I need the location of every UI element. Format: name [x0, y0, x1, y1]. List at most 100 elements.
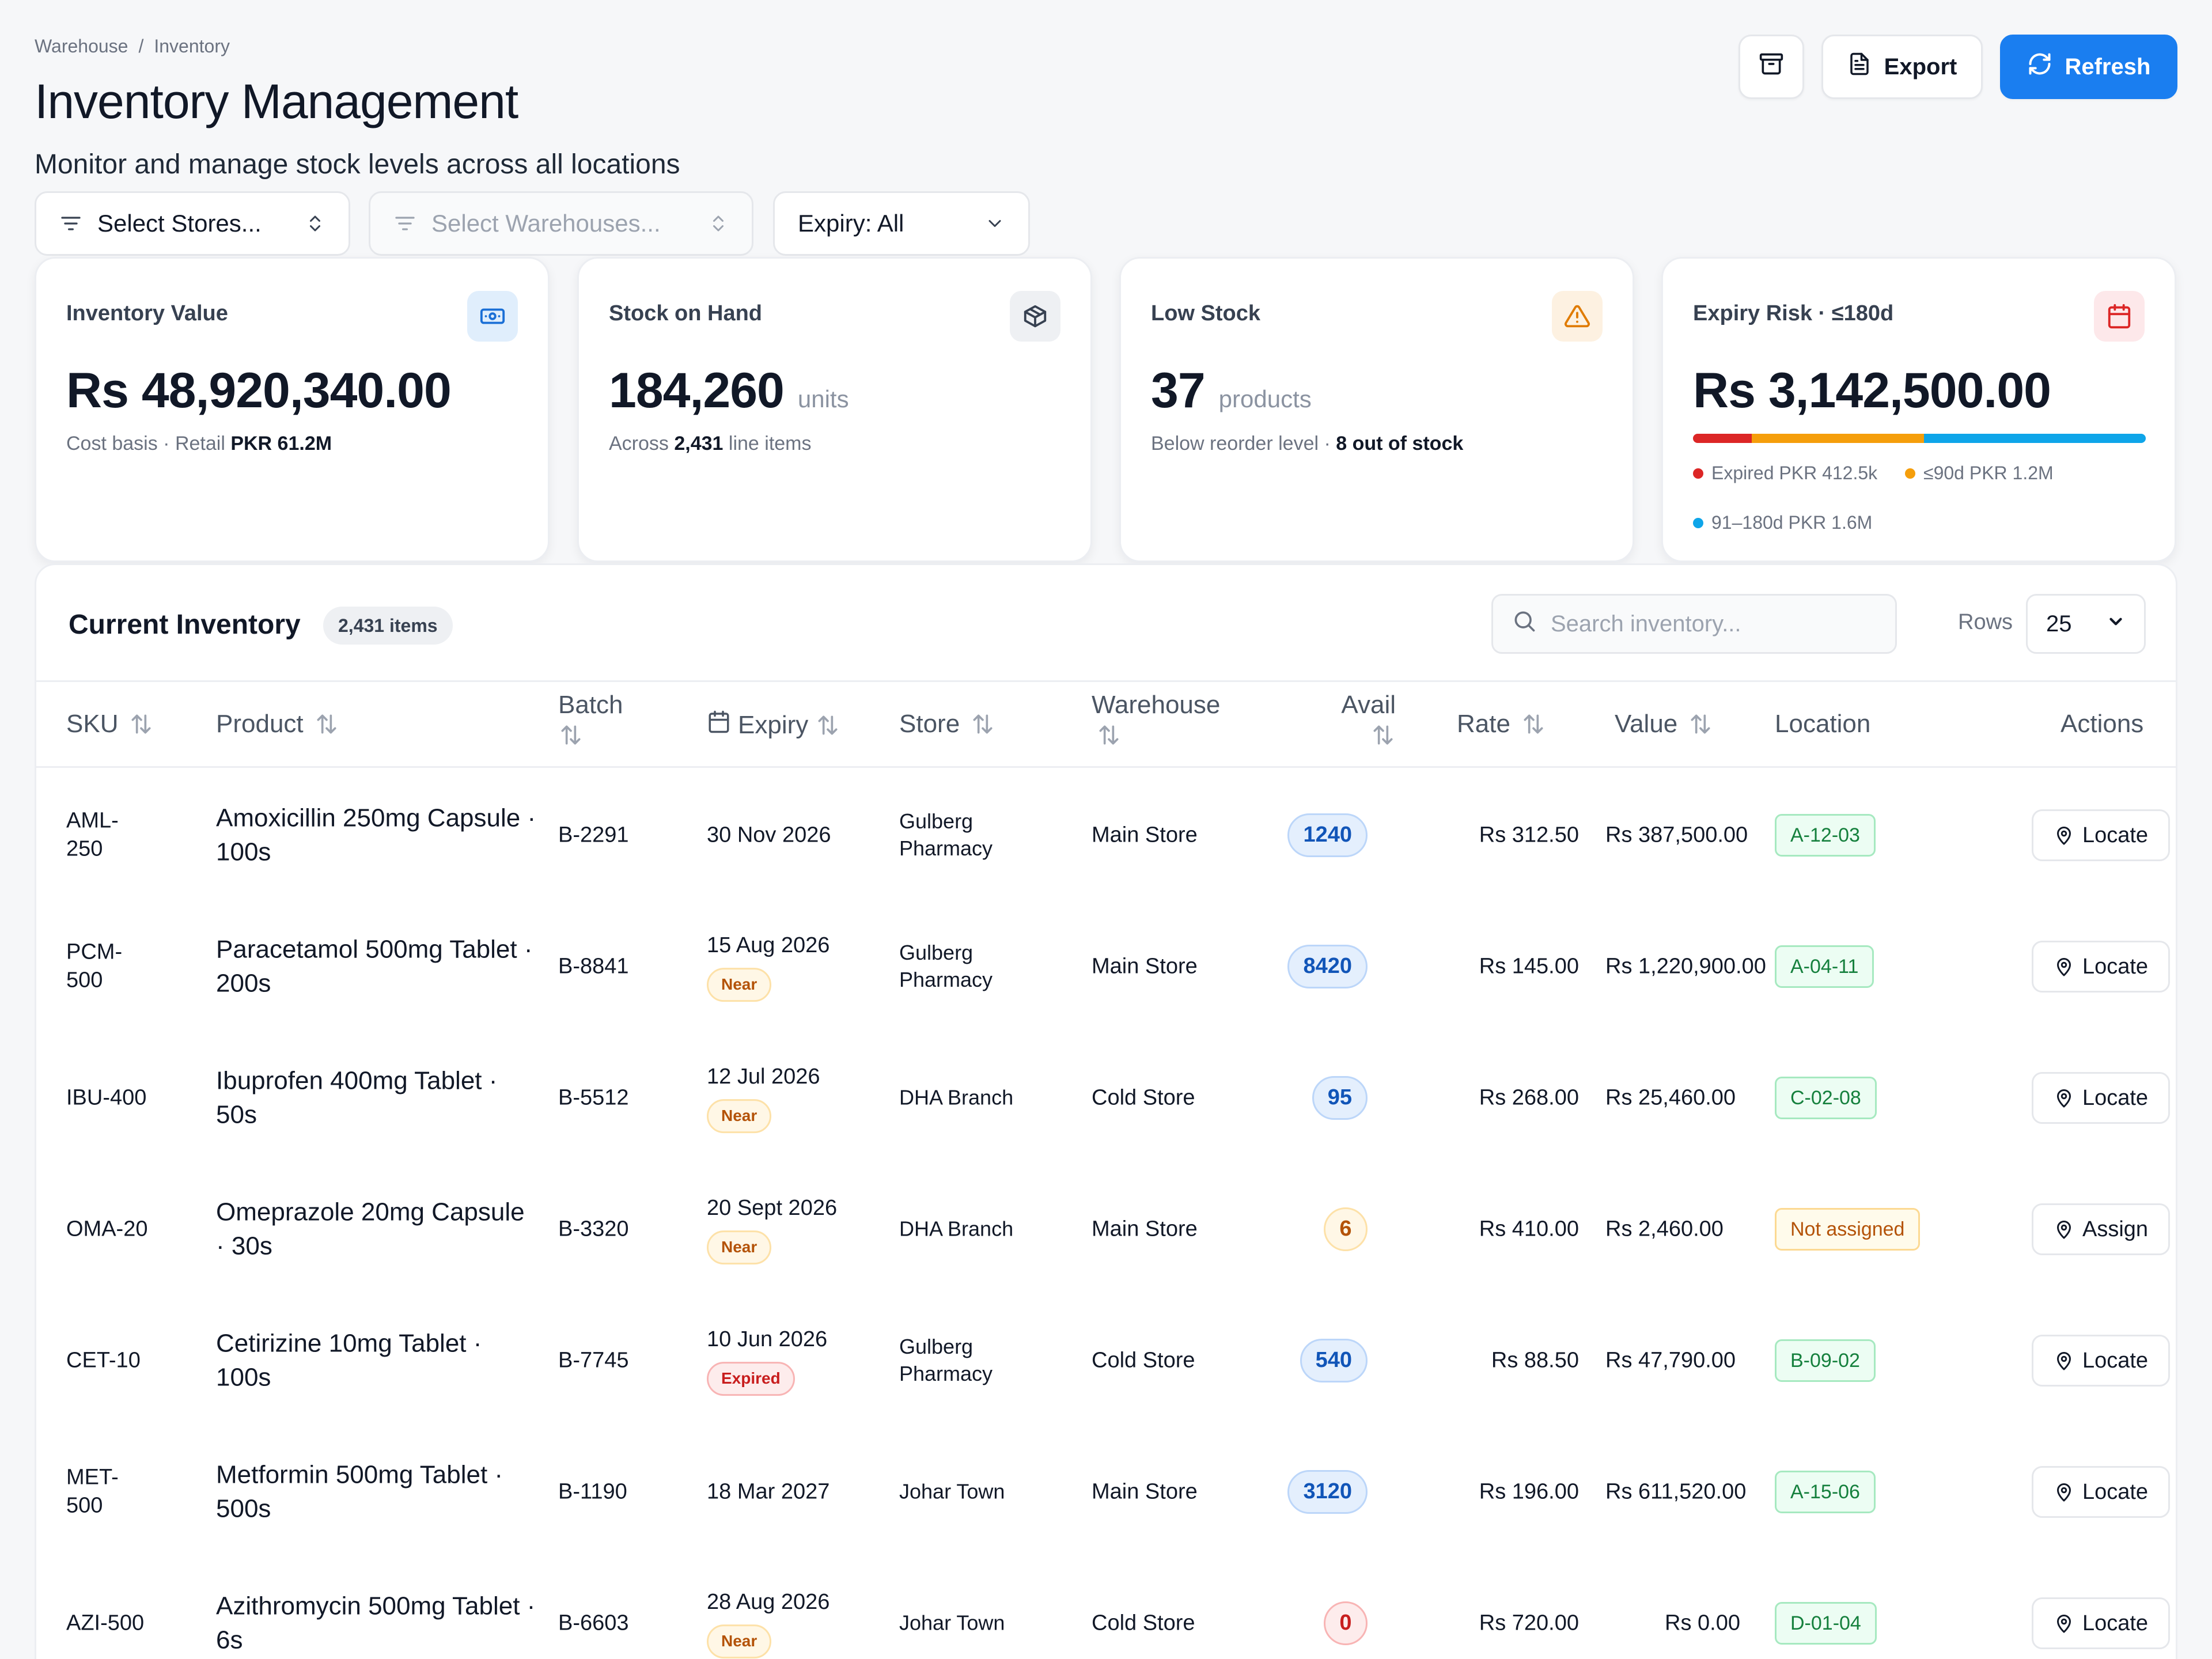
alert-triangle-icon: [1552, 291, 1603, 342]
action-label: Locate: [2082, 1611, 2149, 1635]
cell-value: Rs 2,460.00: [1605, 1217, 1724, 1241]
cell-rate: Rs 312.50: [1479, 823, 1579, 847]
warehouse-filter-value: Select Warehouses...: [431, 210, 661, 237]
breadcrumb-item-warehouse[interactable]: Warehouse: [35, 36, 128, 56]
search-box[interactable]: [1491, 594, 1897, 654]
map-pin-icon: [2054, 1219, 2074, 1240]
avail-badge: 95: [1312, 1076, 1368, 1120]
kpi-card-stock-on-hand: Stock on Hand 184,260 units Across 2,431 …: [577, 257, 1092, 562]
location-badge: D-01-04: [1775, 1602, 1877, 1645]
store-filter-select[interactable]: Select Stores...: [35, 191, 350, 256]
cell-store: DHA Branch: [899, 1217, 1014, 1241]
expiry-date: 28 Aug 2026: [707, 1590, 830, 1615]
cell-location: A-12-03: [1775, 814, 1876, 857]
cell-expiry: 20 Sept 2026 Near: [707, 1194, 837, 1264]
cell-value: Rs 25,460.00: [1605, 1085, 1736, 1110]
cell-expiry: 10 Jun 2026 Expired: [707, 1325, 827, 1396]
cell-avail: 95: [1312, 1076, 1368, 1120]
legend-dot: [1693, 468, 1703, 479]
table-row[interactable]: PCM-500 Paracetamol 500mg Tablet · 200s …: [36, 901, 2176, 1032]
cell-batch: B-2291: [558, 823, 629, 847]
locate-button[interactable]: Locate: [2032, 1466, 2170, 1518]
archive-icon: [1759, 51, 1784, 82]
cell-product: Paracetamol 500mg Tablet · 200s: [216, 935, 533, 998]
column-header-value[interactable]: Value: [1615, 710, 1713, 738]
cell-store: Gulberg Pharmacy: [899, 941, 993, 991]
page-title: Inventory Management: [35, 74, 518, 128]
column-header-location: Location: [1775, 710, 1871, 738]
table-header: SKU Product Batch Expiry Store Warehouse…: [36, 680, 2176, 768]
search-input[interactable]: [1551, 611, 1877, 637]
column-header-expiry[interactable]: Expiry: [707, 710, 840, 740]
locate-button[interactable]: Locate: [2032, 941, 2170, 993]
cell-store: Johar Town: [899, 1479, 1005, 1503]
risk-bar-segment: [1923, 434, 2146, 443]
action-label: Locate: [2082, 1479, 2149, 1504]
locate-button[interactable]: Locate: [2032, 809, 2170, 861]
cell-location: D-01-04: [1775, 1602, 1877, 1645]
warehouse-filter-select[interactable]: Select Warehouses...: [369, 191, 753, 256]
refresh-button[interactable]: Refresh: [2000, 35, 2177, 99]
assign-button[interactable]: Assign: [2032, 1203, 2170, 1255]
cell-expiry: 30 Nov 2026: [707, 821, 831, 849]
column-header-rate[interactable]: Rate: [1457, 710, 1546, 738]
location-badge: B-09-02: [1775, 1339, 1876, 1382]
cell-rate: Rs 268.00: [1479, 1085, 1579, 1110]
cell-batch: B-6603: [558, 1611, 629, 1635]
archive-button[interactable]: [1738, 35, 1804, 99]
column-header-batch[interactable]: Batch: [558, 691, 623, 748]
cell-sku: MET-500: [66, 1465, 119, 1518]
risk-bar-segment: [1752, 434, 1924, 443]
cell-location: A-04-11: [1775, 945, 1874, 988]
table-row[interactable]: OMA-20 Omeprazole 20mg Capsule · 30s B-3…: [36, 1164, 2176, 1295]
kpi-value: 184,260 units: [609, 363, 849, 418]
rows-per-page-select[interactable]: 25: [2026, 594, 2146, 654]
column-header-warehouse[interactable]: Warehouse: [1092, 691, 1220, 748]
cell-product: Ibuprofen 400mg Tablet · 50s: [216, 1066, 498, 1129]
cell-avail: 3120: [1287, 1470, 1368, 1514]
kpi-value: Rs 3,142,500.00: [1693, 363, 2051, 418]
store-filter-value: Select Stores...: [97, 210, 262, 237]
rows-value: 25: [2046, 611, 2072, 637]
chevron-updown-icon: [305, 213, 325, 234]
sort-arrows-icon: [128, 711, 154, 737]
column-header-product[interactable]: Product: [216, 710, 339, 738]
table-row[interactable]: AML-250 Amoxicillin 250mg Capsule · 100s…: [36, 770, 2176, 901]
expiry-status-badge: Near: [707, 1230, 772, 1264]
column-header-avail[interactable]: Avail: [1298, 691, 1396, 748]
action-label: Assign: [2082, 1217, 2149, 1241]
column-header-sku[interactable]: SKU: [66, 710, 154, 738]
table-row[interactable]: MET-500 Metformin 500mg Tablet · 500s B-…: [36, 1426, 2176, 1558]
kpi-value: 37 products: [1151, 363, 1312, 418]
locate-button[interactable]: Locate: [2032, 1335, 2170, 1387]
locate-button[interactable]: Locate: [2032, 1072, 2170, 1124]
refresh-label: Refresh: [2065, 54, 2151, 79]
sort-arrows-icon: [1688, 711, 1713, 737]
file-text-icon: [1847, 52, 1872, 82]
cell-warehouse: Cold Store: [1092, 1085, 1195, 1110]
package-icon: [1010, 291, 1060, 342]
cell-value: Rs 1,220,900.00: [1605, 954, 1766, 979]
kpi-subtext: Cost basis · Retail PKR 61.2M: [66, 433, 332, 454]
cell-avail: 540: [1300, 1339, 1368, 1382]
table-row[interactable]: CET-10 Cetirizine 10mg Tablet · 100s B-7…: [36, 1295, 2176, 1426]
cell-rate: Rs 196.00: [1479, 1479, 1579, 1504]
rows-label: Rows: [1958, 610, 2013, 634]
kpi-card-low-stock: Low Stock 37 products Below reorder level…: [1119, 257, 1634, 562]
cell-location: B-09-02: [1775, 1339, 1876, 1382]
action-label: Locate: [2082, 1085, 2149, 1110]
export-button[interactable]: Export: [1821, 35, 1983, 99]
expiry-filter-select[interactable]: Expiry: All: [773, 191, 1030, 256]
column-header-store[interactable]: Store: [899, 710, 995, 738]
sort-arrows-icon: [314, 711, 339, 737]
table-row[interactable]: IBU-400 Ibuprofen 400mg Tablet · 50s B-5…: [36, 1032, 2176, 1164]
locate-button[interactable]: Locate: [2032, 1597, 2170, 1649]
sort-arrows-icon: [1370, 722, 1396, 748]
table-row[interactable]: AZI-500 Azithromycin 500mg Tablet · 6s B…: [36, 1558, 2176, 1659]
cell-product: Metformin 500mg Tablet · 500s: [216, 1460, 503, 1523]
expiry-date: 12 Jul 2026: [707, 1065, 820, 1089]
cell-sku: OMA-20: [66, 1217, 148, 1241]
location-badge: A-04-11: [1775, 945, 1874, 988]
sort-arrows-icon: [1096, 722, 1122, 748]
cell-sku: IBU-400: [66, 1085, 147, 1110]
